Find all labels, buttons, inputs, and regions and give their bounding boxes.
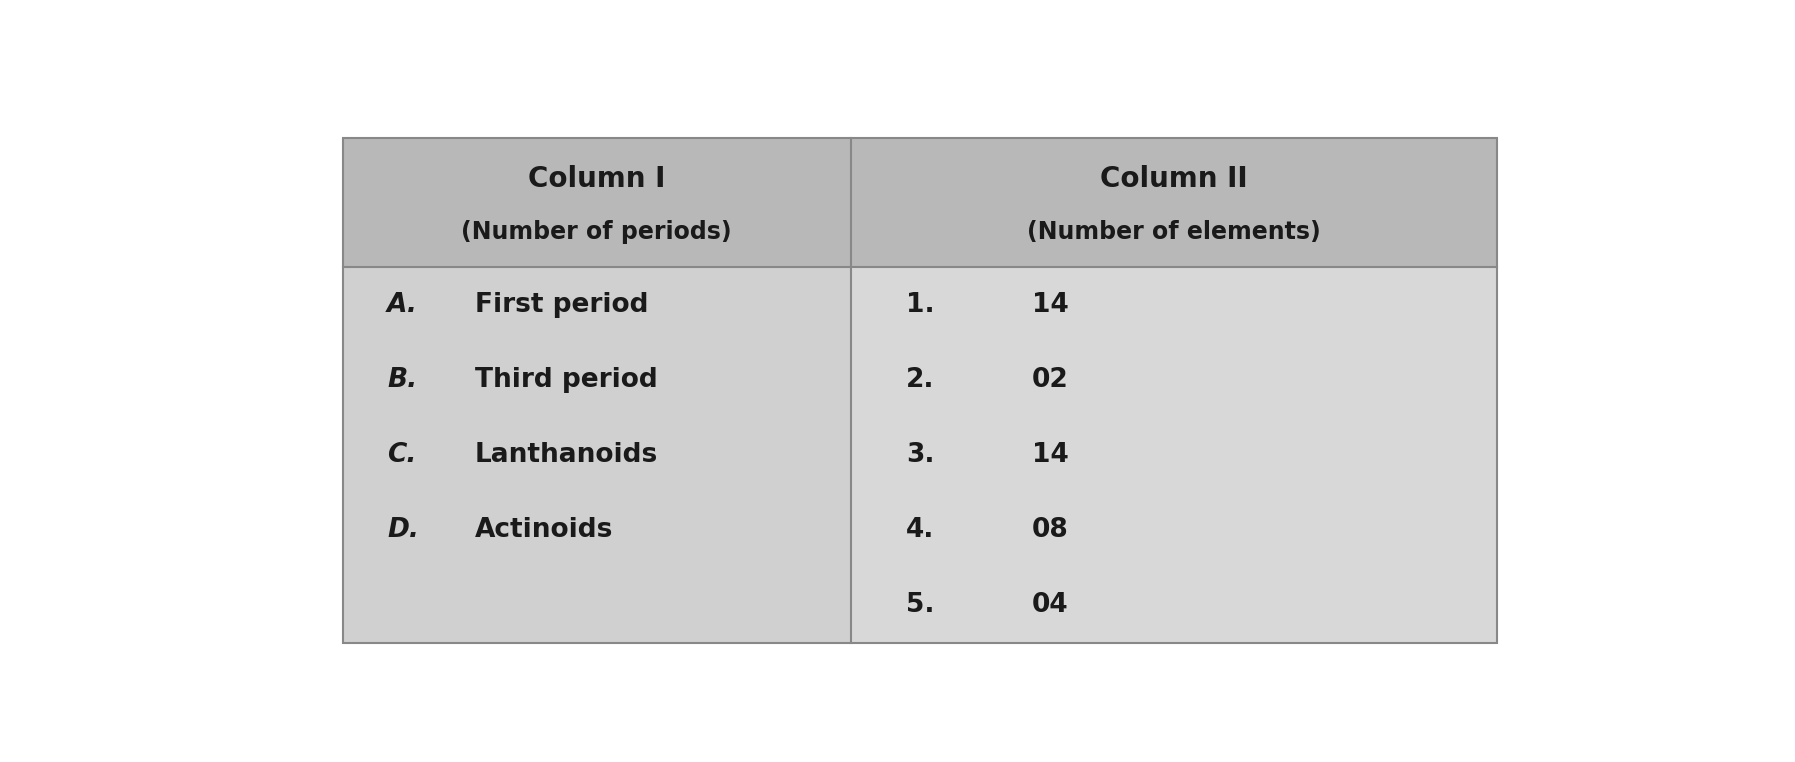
FancyBboxPatch shape [343, 139, 1497, 267]
Text: Third period: Third period [474, 367, 657, 393]
Text: 5.: 5. [906, 592, 935, 619]
Text: B.: B. [388, 367, 416, 393]
Text: 08: 08 [1032, 517, 1068, 543]
Text: 14: 14 [1032, 292, 1068, 318]
Text: C.: C. [388, 442, 416, 468]
Text: Actinoids: Actinoids [474, 517, 614, 543]
Text: D.: D. [388, 517, 418, 543]
Text: (Number of elements): (Number of elements) [1027, 220, 1321, 245]
Text: Column II: Column II [1100, 165, 1248, 194]
Text: 02: 02 [1032, 367, 1068, 393]
Text: Column I: Column I [528, 165, 666, 194]
Text: 3.: 3. [906, 442, 935, 468]
Text: (Number of periods): (Number of periods) [461, 220, 732, 245]
Text: Lanthanoids: Lanthanoids [474, 442, 659, 468]
Text: 04: 04 [1032, 592, 1068, 619]
Text: 4.: 4. [906, 517, 935, 543]
Text: 14: 14 [1032, 442, 1068, 468]
Text: 1.: 1. [906, 292, 935, 318]
FancyBboxPatch shape [343, 267, 851, 643]
Text: First period: First period [474, 292, 648, 318]
Text: A.: A. [388, 292, 418, 318]
FancyBboxPatch shape [851, 267, 1497, 643]
Text: 2.: 2. [906, 367, 935, 393]
